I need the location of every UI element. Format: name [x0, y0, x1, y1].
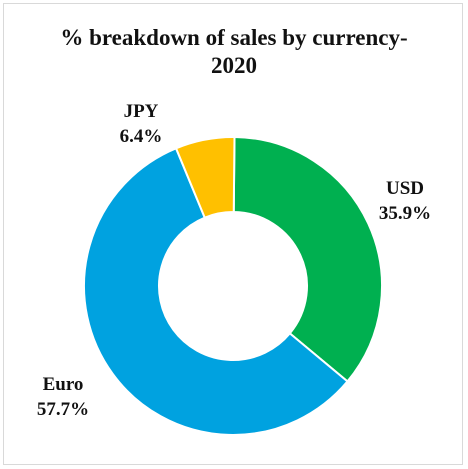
- data-label-euro-name: Euro: [43, 374, 84, 395]
- slice-euro: [83, 147, 349, 436]
- data-label-euro-value: 57.7%: [37, 399, 89, 420]
- data-label-usd-value: 35.9%: [379, 203, 431, 224]
- data-label-jpy-value: 6.4%: [120, 126, 163, 147]
- slice-usd: [232, 135, 383, 383]
- chart-title: % breakdown of sales by currency- 2020: [0, 24, 468, 80]
- data-label-usd-name: USD: [386, 178, 424, 199]
- chart-title-line2: 2020: [211, 53, 257, 78]
- slice-jpy: [174, 136, 236, 219]
- chart-title-line1: % breakdown of sales by currency-: [60, 25, 408, 50]
- donut-slices: [83, 135, 383, 436]
- data-label-jpy-name: JPY: [124, 101, 159, 122]
